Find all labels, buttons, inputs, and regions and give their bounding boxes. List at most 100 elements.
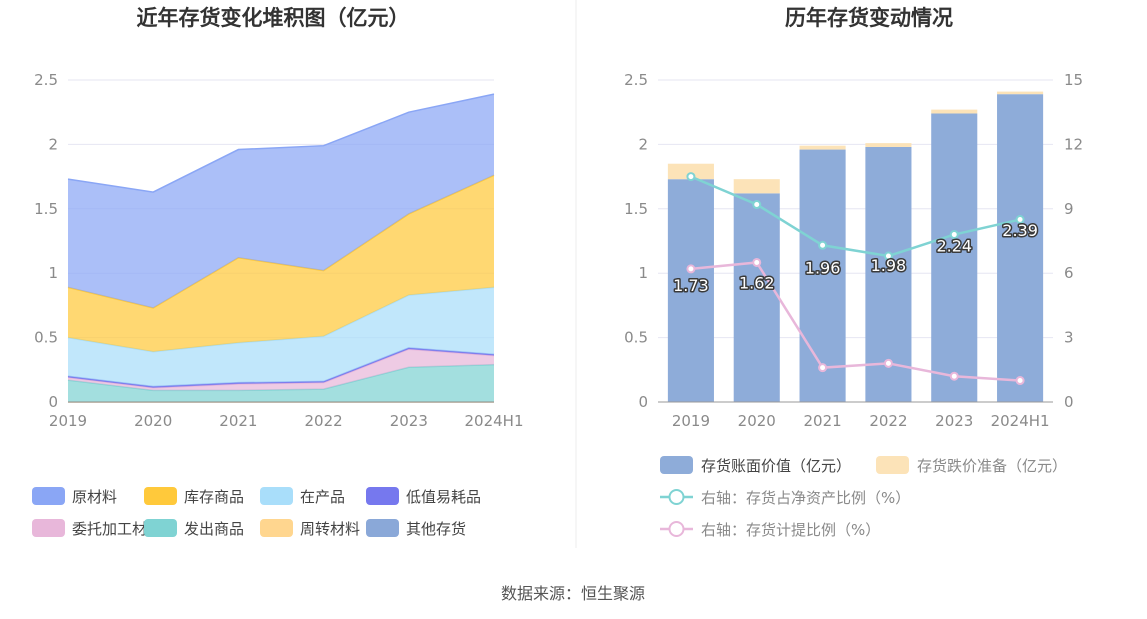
legend-label: 原材料 [72,488,117,506]
legend-label: 在产品 [300,488,345,506]
line-series [690,261,1021,382]
legend-swatch [32,487,65,505]
right-y-tick-label: 0.5 [624,329,648,347]
line-point [883,251,893,261]
area-series [68,364,494,402]
area-series [68,287,494,387]
legend-label: 其他存货 [406,520,466,538]
left-x-tick-label: 2021 [219,412,257,430]
bar [667,163,714,180]
line-series [690,175,1021,258]
right-y-tick-label: 1 [638,264,648,282]
legend-label: 周转材料 [300,520,360,538]
left-y-tick-label: 1.5 [34,200,58,218]
left-chart-title: 近年存货变化堆积图（亿元） [137,6,410,30]
legend-swatch [144,519,177,537]
line-point [686,172,696,182]
left-y-tick-label: 2.5 [34,71,58,89]
area-series [68,347,494,388]
area-series-edge [67,363,495,392]
right-y-tick-label: 0 [638,393,648,411]
legend-swatch [260,487,293,505]
right-legend: 存货账面价值（亿元） 存货跌价准备（亿元） 右轴：存货占净资产比例（%） 右轴：存货计… [660,456,1067,539]
left-x-tick-label: 2020 [134,412,172,430]
right-y-axis-left: 0 0.5 1 1.5 2 2.5 [624,71,648,411]
left-y-axis: 0 0.5 1 1.5 2 2.5 [34,71,58,411]
right-y-axis-right: 0 3 6 9 12 15 [1064,71,1083,411]
data-source-note: 数据来源：恒生聚源 [501,584,645,603]
legend-label: 低值易耗品 [406,488,481,506]
left-y-tick-label: 0.5 [34,329,58,347]
legend-swatch [876,456,909,474]
legend-label: 委托加工材料 [72,520,162,538]
right-x-tick-label: 2022 [869,412,907,430]
line-point [1015,376,1025,386]
legend-swatch [366,487,399,505]
area-series [68,94,494,308]
right-y2-tick-label: 6 [1064,264,1074,282]
bar-value-label: 1.62 [739,273,775,292]
line-point [1015,215,1025,225]
line-point [686,264,696,274]
right-chart-title: 历年存货变动情况 [785,6,953,30]
legend-label: 右轴：存货计提比例（%） [701,521,880,539]
right-y2-tick-label: 3 [1064,329,1074,347]
bar [931,109,978,114]
line-point [752,200,762,210]
bar [733,193,780,402]
legend-label: 发出商品 [184,520,244,538]
bar [865,143,912,147]
line-point [883,358,893,368]
right-x-tick-label: 2024H1 [991,412,1050,430]
bar-value-label: 1.96 [805,259,841,278]
bar-value-label: 1.73 [673,276,709,295]
right-y2-tick-label: 9 [1064,200,1074,218]
legend-label: 右轴：存货占净资产比例（%） [701,489,910,507]
bar [997,94,1044,402]
bar [997,91,1044,95]
bar [799,149,846,402]
legend-label: 存货账面价值（亿元） [701,457,851,475]
right-y2-tick-label: 15 [1064,71,1083,89]
left-x-tick-label: 2019 [49,412,87,430]
legend-line-marker [668,489,685,505]
right-y-tick-label: 2.5 [624,71,648,89]
left-x-axis: 2019 2020 2021 2022 2023 2024H1 [49,401,524,430]
area-series-edge [67,93,495,193]
right-y2-tick-label: 12 [1064,135,1083,153]
line-point [949,371,959,381]
bar-value-label: 2.39 [1002,221,1038,240]
line-point [752,257,762,267]
left-x-tick-label: 2023 [390,412,428,430]
right-lines [686,172,1025,386]
left-y-tick-label: 1 [48,264,58,282]
bar [931,113,978,402]
left-x-tick-label: 2022 [305,412,343,430]
line-point [818,240,828,250]
legend-swatch [660,456,693,474]
right-bars [667,91,1044,402]
area-series [68,349,494,391]
legend-swatch [366,519,399,537]
left-y-tick-label: 2 [48,135,58,153]
legend-line-marker [668,521,685,537]
right-x-tick-label: 2020 [738,412,776,430]
right-y2-tick-label: 0 [1064,393,1074,411]
right-x-axis: 2019 2020 2021 2022 2023 2024H1 [658,401,1053,430]
right-bar-labels: 1.73 1.62 1.96 1.98 2.24 2.39 [672,220,1040,297]
bar [733,179,780,194]
left-stacked-areas [67,93,495,403]
area-series [68,175,494,352]
bar [799,145,846,150]
right-x-tick-label: 2021 [803,412,841,430]
right-gridlines [658,79,1053,403]
legend-swatch [144,487,177,505]
line-point [949,230,959,240]
bar [667,179,714,402]
left-y-tick-label: 0 [48,393,58,411]
left-x-tick-label: 2024H1 [465,412,524,430]
line-point [818,363,828,373]
bar-value-label: 2.24 [936,236,972,255]
